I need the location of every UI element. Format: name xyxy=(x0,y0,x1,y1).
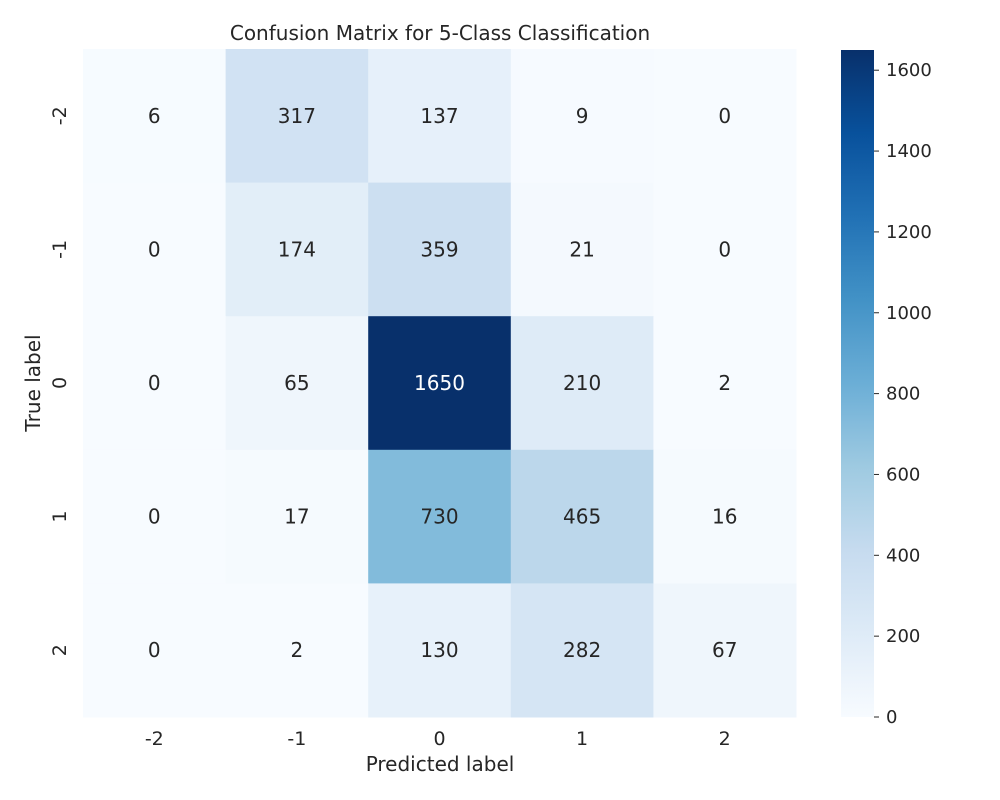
heatmap-cell xyxy=(653,316,797,451)
cell-value-label: 210 xyxy=(563,371,601,395)
cell-value-label: 0 xyxy=(148,638,161,662)
cell-value-label: 6 xyxy=(148,104,161,128)
x-tick-label: -1 xyxy=(287,728,306,750)
cell-value-label: 9 xyxy=(576,104,589,128)
heatmap-cell xyxy=(225,316,369,451)
colorbar-tick-label: 600 xyxy=(886,464,920,485)
cell-value-label: 130 xyxy=(420,638,458,662)
cell-value-label: 21 xyxy=(569,237,594,261)
heatmap-cell xyxy=(83,583,227,718)
heatmap-cell xyxy=(510,449,654,584)
heatmap-cell xyxy=(510,583,654,718)
cell-value-label: 16 xyxy=(712,505,737,529)
heatmap-cell xyxy=(368,449,512,584)
y-axis-label: True label xyxy=(21,334,45,432)
heatmap-cell xyxy=(83,49,227,184)
y-axis-ticks: -2 -1 0 1 2 xyxy=(49,106,71,656)
y-tick-label: 2 xyxy=(49,644,71,656)
colorbar-tick-label: 1400 xyxy=(886,141,932,162)
y-tick-label: 0 xyxy=(49,377,71,389)
colorbar-tick-label: 800 xyxy=(886,384,920,405)
cell-value-label: 17 xyxy=(284,505,309,529)
heatmap-cell xyxy=(225,583,369,718)
cell-value-label: 465 xyxy=(563,505,601,529)
cell-value-label: 282 xyxy=(563,638,601,662)
cell-value-label: 359 xyxy=(420,237,458,261)
y-tick-label: 1 xyxy=(49,511,71,523)
heatmap-cell xyxy=(368,182,512,317)
heatmap-cell xyxy=(368,583,512,718)
heatmap-cell xyxy=(653,182,797,317)
colorbar-ticks: 0 200 400 600 800 1000 1200 1400 1600 xyxy=(874,60,932,728)
heatmap-cell xyxy=(510,182,654,317)
cell-value-label: 2 xyxy=(291,638,304,662)
colorbar-tick-label: 400 xyxy=(886,545,920,566)
colorbar-tick-label: 1000 xyxy=(886,303,932,324)
cell-value-label: 730 xyxy=(420,505,458,529)
chart-title: Confusion Matrix for 5-Class Classificat… xyxy=(230,21,650,45)
heatmap-cell xyxy=(225,49,369,184)
heatmap-cell xyxy=(83,316,227,451)
heatmap-cell xyxy=(368,49,512,184)
heatmap-cell xyxy=(83,449,227,584)
cell-value-label: 137 xyxy=(420,104,458,128)
cell-value-label: 0 xyxy=(148,371,161,395)
cell-value-label: 65 xyxy=(284,371,309,395)
heatmap-cell xyxy=(510,49,654,184)
heatmap-cell xyxy=(225,182,369,317)
cell-value-label: 0 xyxy=(718,104,731,128)
cell-value-label: 67 xyxy=(712,638,737,662)
heatmap-cell xyxy=(653,49,797,184)
cell-value-label: 317 xyxy=(278,104,316,128)
cell-value-label: 0 xyxy=(148,505,161,529)
heatmap-cell xyxy=(653,583,797,718)
x-tick-label: 0 xyxy=(433,728,445,750)
heatmap-cell xyxy=(83,182,227,317)
heatmap-cell xyxy=(368,316,512,451)
heatmap-cells xyxy=(83,49,797,718)
colorbar-tick-label: 200 xyxy=(886,626,920,647)
cell-value-label: 0 xyxy=(148,237,161,261)
x-axis-label: Predicted label xyxy=(366,752,515,776)
cell-value-label: 1650 xyxy=(414,371,465,395)
x-tick-label: -2 xyxy=(145,728,164,750)
heatmap-cell xyxy=(510,316,654,451)
x-tick-label: 1 xyxy=(576,728,588,750)
heatmap-cell xyxy=(225,449,369,584)
colorbar-tick-label: 1600 xyxy=(886,60,932,81)
x-tick-label: 2 xyxy=(719,728,731,750)
cell-value-label: 2 xyxy=(718,371,731,395)
cell-value-label: 174 xyxy=(278,237,316,261)
y-tick-label: -1 xyxy=(49,240,71,259)
colorbar-tick-label: 1200 xyxy=(886,222,932,243)
colorbar-tick-label: 0 xyxy=(886,707,897,728)
colorbar xyxy=(841,50,874,717)
x-axis-ticks: -2 -1 0 1 2 xyxy=(145,728,731,750)
cell-value-label: 0 xyxy=(718,237,731,261)
y-tick-label: -2 xyxy=(49,106,71,125)
heatmap-cell xyxy=(653,449,797,584)
heatmap-cell-labels: 6 317 137 9 00 174 359 21 00 65 1650 210 20 17 730 465 1… xyxy=(148,104,737,662)
